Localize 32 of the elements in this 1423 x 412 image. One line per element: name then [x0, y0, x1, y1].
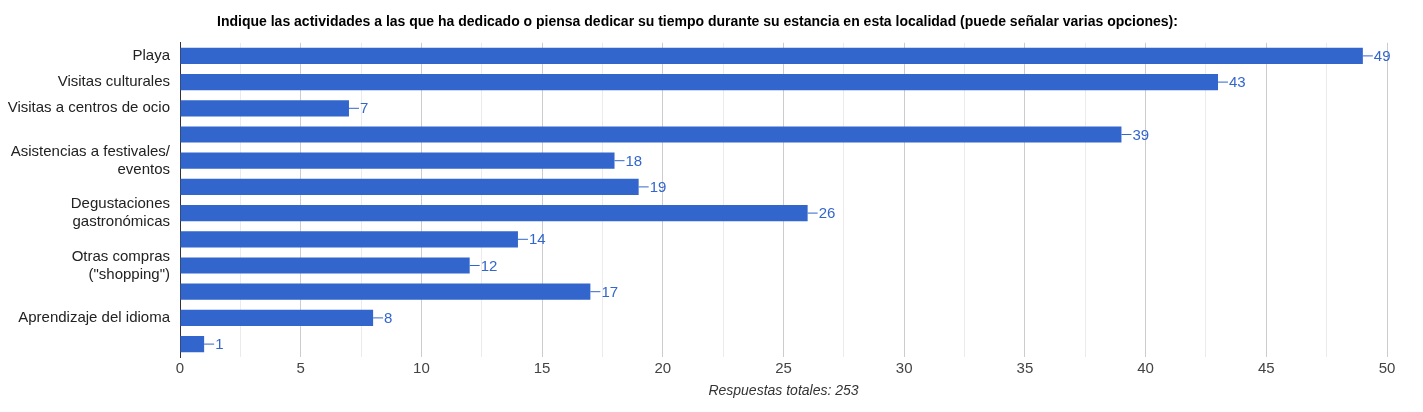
x-tick-label: 20: [654, 359, 672, 377]
data-label: 1: [215, 335, 224, 353]
y-tick-label: Visitas culturales: [57, 72, 170, 90]
x-tick-label: 25: [775, 359, 792, 377]
x-tick-label: 50: [1378, 359, 1396, 377]
y-tick-label: Aprendizaje del idioma: [18, 308, 171, 326]
data-label: 19: [649, 178, 667, 196]
data-label: 39: [1132, 125, 1150, 143]
data-label: 17: [601, 282, 619, 300]
x-tick-label: 15: [533, 359, 551, 377]
x-tick-label: 5: [296, 359, 305, 377]
data-label: 8: [384, 309, 393, 327]
x-axis-title: Respuestas totales: 253: [708, 382, 859, 399]
y-tick-label: Visitas a centros de ocio: [7, 98, 170, 116]
x-tick-label: 0: [175, 359, 185, 377]
y-tick-label: Otras compras ("shopping"): [71, 246, 170, 282]
data-label: 12: [480, 256, 498, 274]
data-label: 14: [528, 230, 546, 248]
y-tick-label: Playa: [132, 46, 171, 64]
x-tick-label: 45: [1257, 359, 1275, 377]
data-label: 43: [1229, 73, 1246, 91]
y-tick-label: Degustaciones gastronómicas: [70, 194, 170, 230]
x-tick-label: 35: [1016, 359, 1034, 377]
x-tick-label: 30: [895, 359, 913, 377]
data-label: 26: [818, 204, 836, 222]
x-tick-label: 10: [413, 359, 430, 377]
data-label: 18: [625, 151, 643, 169]
y-tick-label: Asistencias a festivales/ eventos: [10, 141, 171, 177]
chart-title: Indique las actividades a las que ha dedicado o piensa dedicar su tiempo durante su estancia en esta localidad (puede señalar varias opciones):: [217, 13, 1178, 30]
x-tick-label: 40: [1137, 359, 1154, 377]
data-label: 49: [1373, 47, 1391, 65]
data-label: 7: [359, 99, 369, 117]
